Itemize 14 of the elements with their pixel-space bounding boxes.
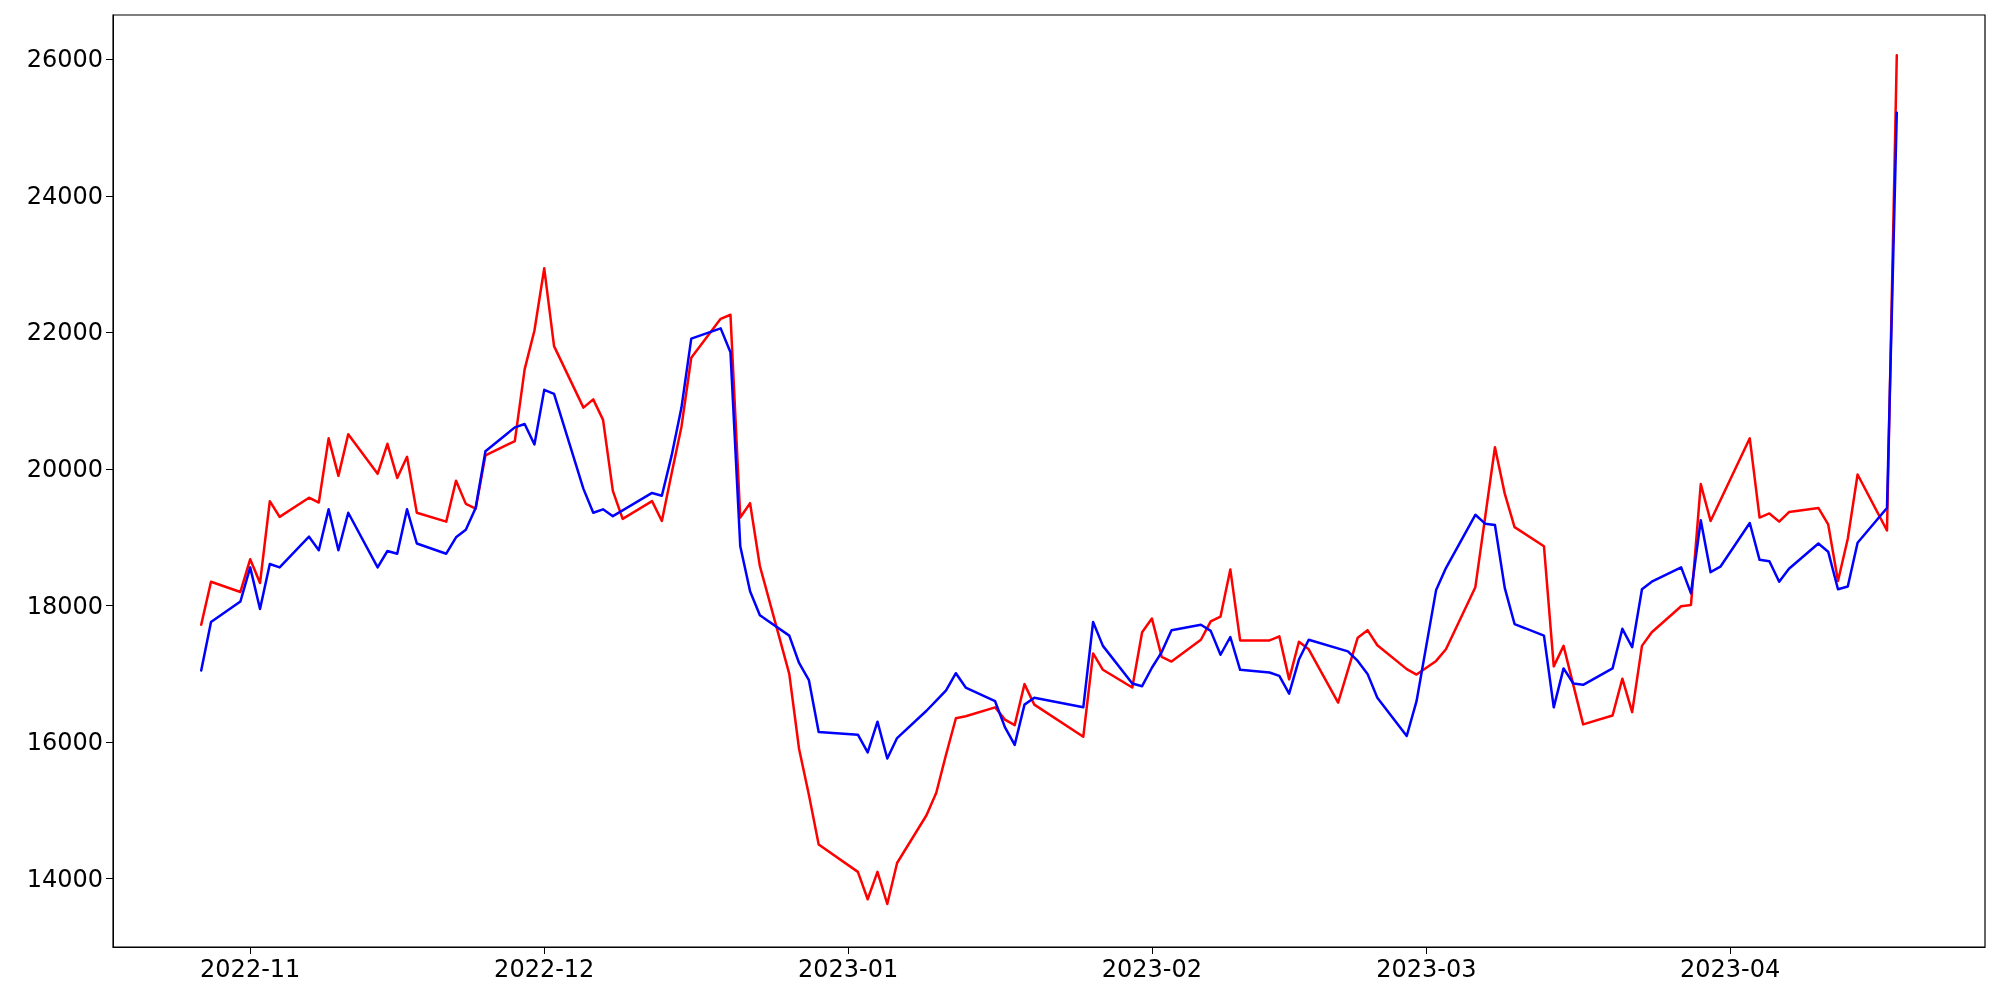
x-tick-label: 2023-01 [797, 955, 899, 983]
line-series [199, 111, 1899, 760]
y-tick-label: 24000 [26, 181, 103, 210]
y-tick-label: 16000 [26, 728, 103, 757]
y-tick-label: 20000 [26, 455, 103, 484]
x-tick-label: 2023-03 [1376, 955, 1477, 983]
x-tick-label: 2022-11 [200, 955, 301, 983]
x-tick-label: 2023-02 [1101, 955, 1203, 983]
x-tick-label: 2022-12 [494, 955, 595, 983]
y-tick-label: 14000 [26, 864, 103, 893]
y-tick-label: 22000 [26, 318, 103, 347]
y-tick-label: 18000 [26, 591, 103, 620]
y-tick-label: 26000 [26, 45, 103, 74]
x-tick-label: 2023-04 [1680, 955, 1781, 983]
